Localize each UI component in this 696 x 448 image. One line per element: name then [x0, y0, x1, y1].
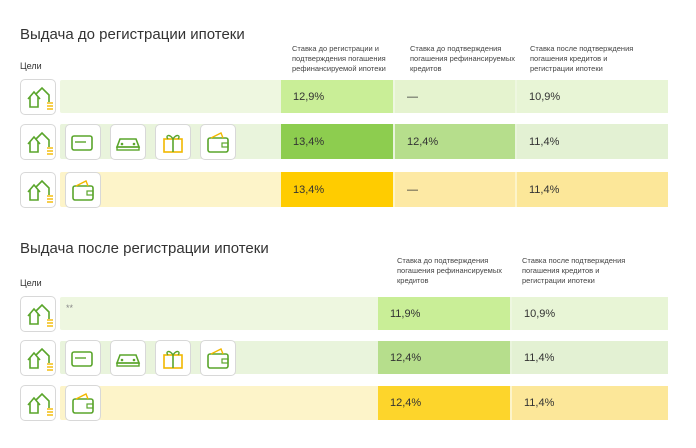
icon-graphic — [115, 137, 141, 151]
rate-cell: 12,9% — [281, 80, 393, 113]
row-note: ** — [66, 303, 74, 313]
column-header: Ставка после подтверждения погашения кре… — [522, 256, 626, 285]
goal-icon — [155, 339, 191, 376]
rate-cell: 11,4% — [512, 386, 668, 420]
rate-cell: 10,9% — [512, 297, 668, 330]
rate-cell: 11,9% — [378, 297, 510, 330]
column-header: Ставка до подтверждения погашения рефина… — [410, 44, 515, 73]
icon-graphic — [72, 179, 94, 201]
goal-icon — [200, 123, 236, 160]
goals-label: Цели — [20, 61, 42, 71]
icon-graphic — [27, 347, 53, 371]
icon-graphic — [71, 134, 93, 151]
rate-cell: 11,4% — [517, 124, 668, 159]
rate-cell: — — [395, 172, 515, 207]
icon-graphic — [163, 134, 183, 153]
rate-cell: 13,4% — [281, 124, 393, 159]
goal-icon — [110, 339, 146, 376]
section-title: Выдача до регистрации ипотеки — [20, 26, 245, 43]
rate-cell: 12,4% — [378, 386, 510, 420]
goals-label: Цели — [20, 278, 42, 288]
rate-cell: 11,4% — [517, 172, 668, 207]
column-header: Ставка до подтверждения погашения рефина… — [397, 256, 502, 285]
goal-icon — [20, 78, 56, 115]
goal-icon — [20, 295, 56, 332]
goal-icon — [65, 171, 101, 208]
goal-icon — [20, 123, 56, 160]
icon-graphic — [163, 350, 183, 369]
icon-graphic — [27, 392, 53, 416]
goal-icon — [65, 123, 101, 160]
icon-graphic — [72, 393, 94, 414]
goal-icon — [155, 123, 191, 160]
column-header: Ставка до регистрации и подтверждения по… — [292, 44, 386, 73]
goal-icon — [110, 123, 146, 160]
rate-cell: 13,4% — [281, 172, 393, 207]
goal-icon — [20, 339, 56, 376]
icon-graphic — [115, 353, 141, 367]
icon-graphic — [27, 131, 53, 155]
column-header: Ставка после подтверждения погашения кре… — [530, 44, 634, 73]
icon-graphic — [27, 179, 53, 203]
rate-cell: 12,4% — [395, 124, 515, 159]
section-title: Выдача после регистрации ипотеки — [20, 240, 269, 257]
icon-graphic — [27, 303, 53, 327]
icon-graphic — [27, 86, 53, 110]
rate-cell: 10,9% — [517, 80, 668, 113]
icon-graphic — [207, 347, 229, 369]
icon-graphic — [71, 350, 93, 367]
icon-graphic — [207, 131, 229, 153]
goal-icon — [20, 171, 56, 208]
goal-icon — [65, 385, 101, 421]
goal-icon — [65, 339, 101, 376]
rate-cell: 12,4% — [378, 341, 510, 374]
goal-icon — [200, 339, 236, 376]
rate-cell: 11,4% — [512, 341, 668, 374]
rate-cell: — — [395, 80, 515, 113]
goal-icon — [20, 385, 56, 421]
